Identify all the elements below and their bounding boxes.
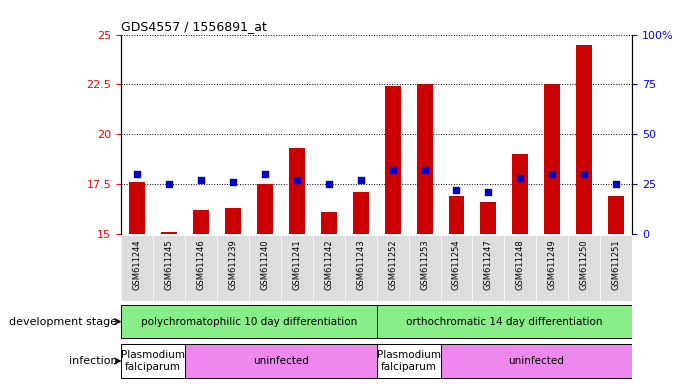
Text: GSM611250: GSM611250: [580, 240, 589, 290]
Bar: [377, 344, 441, 378]
Point: [163, 181, 174, 187]
Bar: [184, 344, 377, 378]
Text: orthochromatic 14 day differentiation: orthochromatic 14 day differentiation: [406, 316, 603, 327]
Text: Plasmodium
falciparum: Plasmodium falciparum: [121, 350, 185, 372]
Point: [387, 167, 398, 174]
Text: GSM611254: GSM611254: [452, 240, 461, 290]
Text: infection: infection: [69, 356, 117, 366]
Text: GDS4557 / 1556891_at: GDS4557 / 1556891_at: [121, 20, 267, 33]
Point: [196, 177, 207, 184]
Text: GSM611240: GSM611240: [261, 240, 269, 290]
Bar: [352, 192, 368, 234]
Text: development stage: development stage: [10, 316, 117, 327]
Text: GSM611251: GSM611251: [612, 240, 621, 290]
Text: GSM611249: GSM611249: [548, 240, 557, 290]
Bar: [321, 212, 337, 234]
Bar: [576, 45, 592, 234]
Point: [451, 187, 462, 194]
Point: [419, 167, 430, 174]
Text: Plasmodium
falciparum: Plasmodium falciparum: [377, 350, 441, 372]
Point: [611, 181, 622, 187]
Bar: [545, 84, 560, 234]
Point: [515, 175, 526, 181]
Bar: [440, 344, 632, 378]
Text: GSM611241: GSM611241: [292, 240, 301, 290]
Point: [547, 171, 558, 177]
Text: GSM611252: GSM611252: [388, 240, 397, 290]
Text: polychromatophilic 10 day differentiation: polychromatophilic 10 day differentiatio…: [141, 316, 357, 327]
Text: GSM611247: GSM611247: [484, 240, 493, 290]
Text: GSM611244: GSM611244: [133, 240, 142, 290]
Bar: [289, 148, 305, 234]
Text: uninfected: uninfected: [253, 356, 309, 366]
Text: GSM611248: GSM611248: [516, 240, 525, 290]
Bar: [129, 182, 145, 234]
Text: uninfected: uninfected: [509, 356, 565, 366]
Bar: [417, 84, 433, 234]
Bar: [161, 232, 177, 234]
Text: GSM611253: GSM611253: [420, 240, 429, 290]
Point: [227, 179, 238, 185]
Bar: [121, 344, 184, 378]
Point: [323, 181, 334, 187]
Bar: [377, 305, 632, 338]
Point: [259, 171, 270, 177]
Text: GSM611239: GSM611239: [228, 240, 237, 290]
Text: GSM611243: GSM611243: [356, 240, 365, 290]
Bar: [193, 210, 209, 234]
Bar: [385, 86, 401, 234]
Bar: [121, 305, 377, 338]
Bar: [225, 208, 240, 234]
Point: [579, 171, 590, 177]
Text: GSM611242: GSM611242: [324, 240, 333, 290]
Text: GSM611246: GSM611246: [196, 240, 205, 290]
Point: [131, 171, 142, 177]
Bar: [513, 154, 529, 234]
Point: [291, 177, 302, 184]
Bar: [448, 196, 464, 234]
Bar: [257, 184, 273, 234]
Point: [483, 189, 494, 195]
Point: [355, 177, 366, 184]
Text: GSM611245: GSM611245: [164, 240, 173, 290]
Bar: [480, 202, 496, 234]
Bar: [608, 196, 624, 234]
